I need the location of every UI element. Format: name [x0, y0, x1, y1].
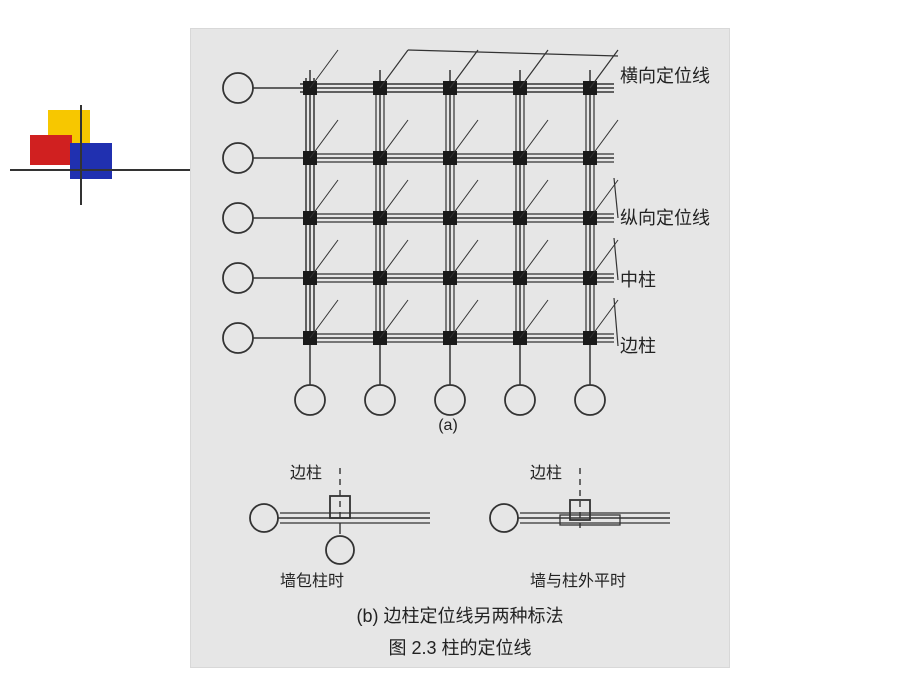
label-vertical-positioning-line: 纵向定位线	[620, 208, 710, 228]
logo-blue-square	[70, 143, 112, 179]
label-horizontal-positioning-line: 横向定位线	[620, 66, 710, 86]
subcaption-a: (a)	[438, 417, 458, 434]
label-middle-column: 中柱	[620, 270, 656, 290]
label-edge-column-small: 边柱	[290, 464, 322, 482]
logo-vertical-line	[80, 105, 82, 205]
subcaption-b: (b) 边柱定位线另两种标法	[357, 606, 564, 626]
figure-svg: 横向定位线纵向定位线中柱边柱 (a) 边柱墙包柱时 边柱墙与柱外平时 (b) 边柱定位线…	[190, 28, 730, 668]
label-edge-column: 边柱	[620, 336, 656, 356]
caption-wall-wraps-column: 墙包柱时	[280, 572, 344, 590]
figure-panel: 横向定位线纵向定位线中柱边柱 (a) 边柱墙包柱时 边柱墙与柱外平时 (b) 边柱定位线…	[190, 28, 730, 668]
figure-caption: 图 2.3 柱的定位线	[388, 638, 531, 658]
label-edge-column-small: 边柱	[530, 464, 562, 482]
caption-wall-flush-column: 墙与柱外平时	[530, 572, 626, 590]
logo-red-square	[30, 135, 72, 165]
